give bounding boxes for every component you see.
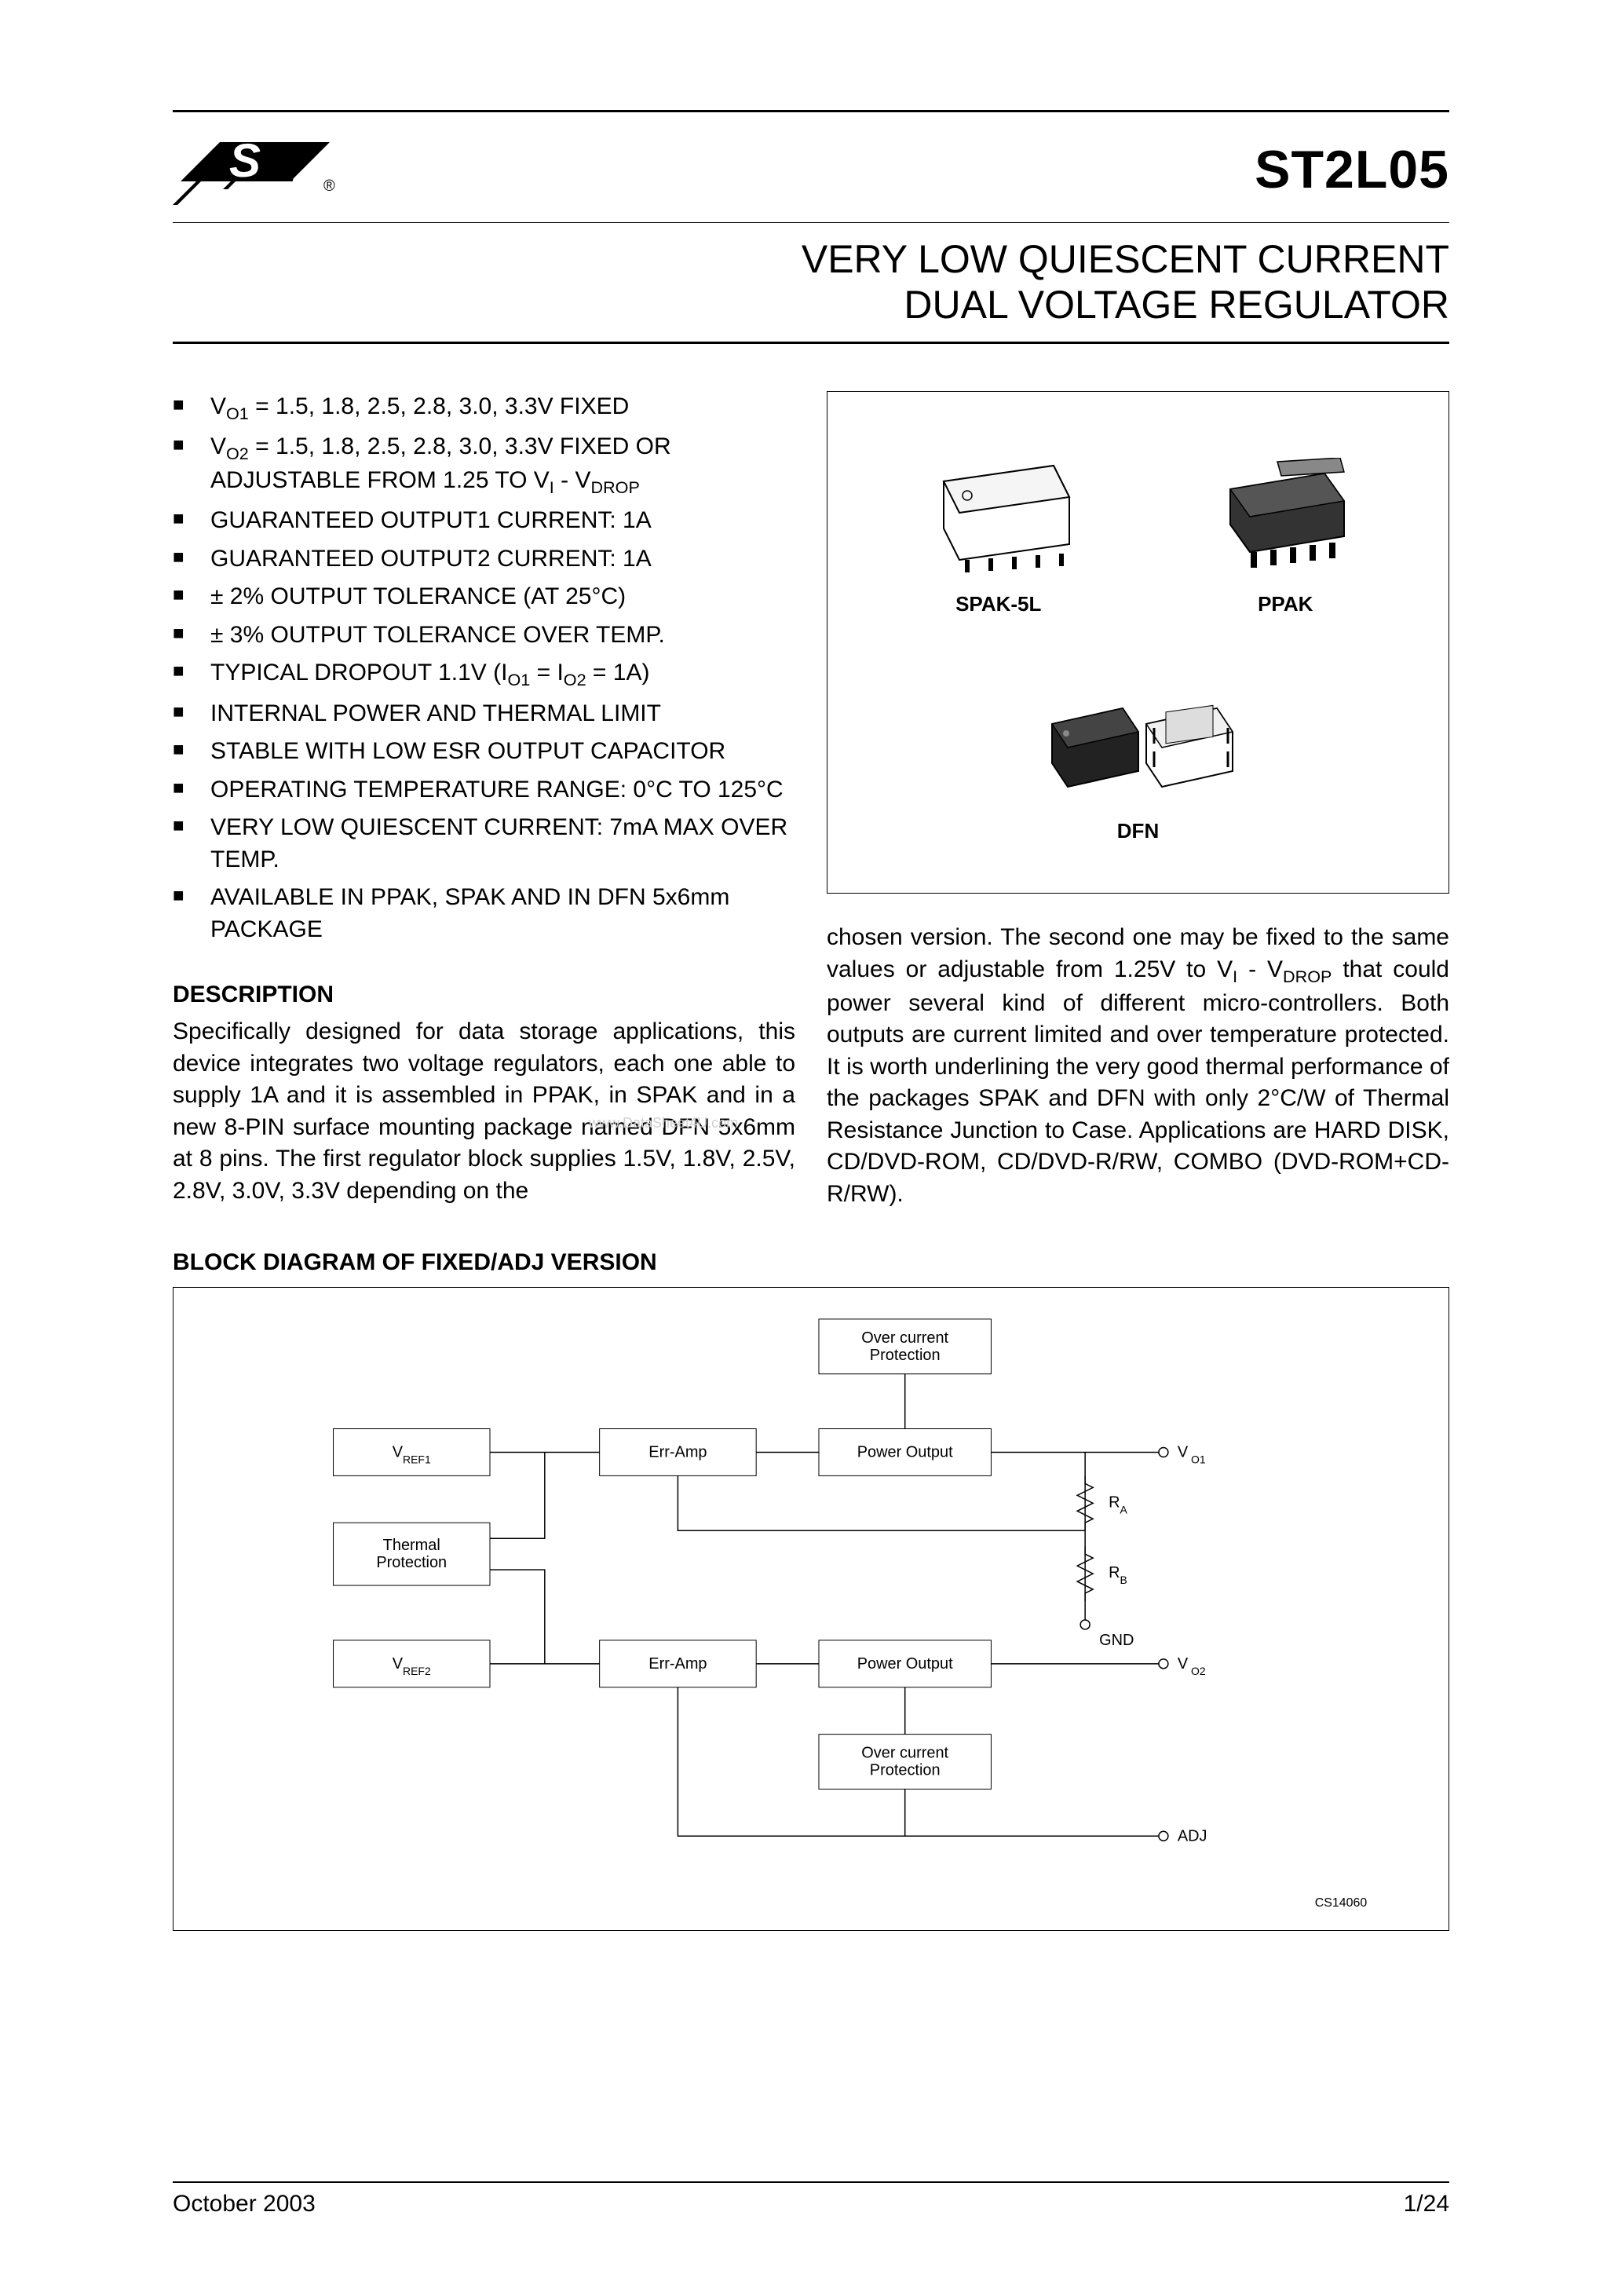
svg-text:Over current: Over current — [861, 1329, 948, 1347]
svg-text:S: S — [229, 134, 261, 187]
ppak-icon — [1207, 458, 1364, 576]
st-logo: S T ® — [173, 126, 338, 213]
package-dfn: DFN — [1036, 685, 1240, 843]
left-column: VO1 = 1.5, 1.8, 2.5, 2.8, 3.0, 3.3V FIXE… — [173, 391, 795, 1210]
description-text-left: Specifically designed for data storage a… — [173, 1016, 795, 1207]
footer-rule — [173, 2181, 1449, 2183]
feature-item: GUARANTEED OUTPUT1 CURRENT: 1A — [173, 505, 795, 537]
subtitle-line2: DUAL VOLTAGE REGULATOR — [173, 283, 1449, 328]
header-row: S T ® ST2L05 — [173, 112, 1449, 222]
svg-text:Err-Amp: Err-Amp — [648, 1655, 707, 1673]
subtitle: VERY LOW QUIESCENT CURRENT DUAL VOLTAGE … — [173, 223, 1449, 342]
feature-item: ± 2% OUTPUT TOLERANCE (AT 25°C) — [173, 581, 795, 613]
svg-text:ADJ: ADJ — [1178, 1827, 1207, 1844]
package-illustration-box: SPAK-5L PPAK — [827, 391, 1449, 894]
svg-text:V O1: V O1 — [1178, 1444, 1206, 1466]
feature-item: ± 3% OUTPUT TOLERANCE OVER TEMP. — [173, 620, 795, 652]
svg-text:Over current: Over current — [861, 1745, 948, 1762]
content-columns: VO1 = 1.5, 1.8, 2.5, 2.8, 3.0, 3.3V FIXE… — [173, 391, 1449, 1210]
feature-list: VO1 = 1.5, 1.8, 2.5, 2.8, 3.0, 3.3V FIXE… — [173, 391, 795, 945]
svg-text:Protection: Protection — [376, 1554, 447, 1571]
ppak-label: PPAK — [1207, 592, 1364, 616]
description-heading: DESCRIPTION — [173, 982, 795, 1008]
footer-page: 1/24 — [1404, 2191, 1449, 2217]
feature-item: VO1 = 1.5, 1.8, 2.5, 2.8, 3.0, 3.3V FIXE… — [173, 391, 795, 425]
svg-text:Power Output: Power Output — [857, 1655, 953, 1673]
feature-item: INTERNAL POWER AND THERMAL LIMIT — [173, 698, 795, 730]
svg-text:®: ® — [323, 177, 335, 195]
spak-label: SPAK-5L — [912, 592, 1085, 616]
block-diagram-svg: Over currentProtectionVREF1Err-AmpPower … — [174, 1288, 1448, 1930]
svg-text:V O2: V O2 — [1178, 1655, 1206, 1677]
package-row-2: DFN — [851, 685, 1425, 843]
spak-icon — [912, 458, 1085, 576]
feature-item: OPERATING TEMPERATURE RANGE: 0°C TO 125°… — [173, 774, 795, 806]
part-number: ST2L05 — [1255, 139, 1449, 200]
right-column: SPAK-5L PPAK — [827, 391, 1449, 1210]
svg-text:Thermal: Thermal — [383, 1537, 440, 1554]
svg-text:Protection: Protection — [870, 1347, 941, 1364]
footer-row: October 2003 1/24 — [173, 2191, 1449, 2217]
block-diagram-heading: BLOCK DIAGRAM OF FIXED/ADJ VERSION — [173, 1249, 1449, 1276]
svg-text:RA: RA — [1109, 1493, 1127, 1515]
svg-text:Protection: Protection — [870, 1762, 941, 1779]
feature-item: TYPICAL DROPOUT 1.1V (IO1 = IO2 = 1A) — [173, 657, 795, 691]
svg-text:T: T — [276, 136, 311, 192]
svg-text:RB: RB — [1109, 1564, 1127, 1586]
feature-item: STABLE WITH LOW ESR OUTPUT CAPACITOR — [173, 736, 795, 768]
svg-text:CS14060: CS14060 — [1315, 1896, 1368, 1910]
dfn-label: DFN — [1036, 819, 1240, 843]
mid-rule-2 — [173, 342, 1449, 344]
footer: October 2003 1/24 — [173, 2181, 1449, 2217]
svg-text:GND: GND — [1099, 1632, 1134, 1649]
feature-item: GUARANTEED OUTPUT2 CURRENT: 1A — [173, 543, 795, 576]
package-spak: SPAK-5L — [912, 458, 1085, 616]
package-row-1: SPAK-5L PPAK — [851, 458, 1425, 616]
block-diagram-box: Over currentProtectionVREF1Err-AmpPower … — [173, 1287, 1449, 1931]
package-ppak: PPAK — [1207, 458, 1364, 616]
description-text-right: chosen version. The second one may be fi… — [827, 922, 1449, 1210]
dfn-icon — [1036, 685, 1240, 803]
feature-item: AVAILABLE IN PPAK, SPAK AND IN DFN 5x6mm… — [173, 882, 795, 945]
svg-text:Err-Amp: Err-Amp — [648, 1444, 707, 1461]
watermark: www.DataSheet4U.com — [589, 1115, 738, 1132]
feature-item: VO2 = 1.5, 1.8, 2.5, 2.8, 3.0, 3.3V FIXE… — [173, 431, 795, 499]
footer-date: October 2003 — [173, 2191, 316, 2217]
subtitle-line1: VERY LOW QUIESCENT CURRENT — [173, 237, 1449, 283]
svg-text:Power Output: Power Output — [857, 1444, 953, 1461]
feature-item: VERY LOW QUIESCENT CURRENT: 7mA MAX OVER… — [173, 812, 795, 876]
